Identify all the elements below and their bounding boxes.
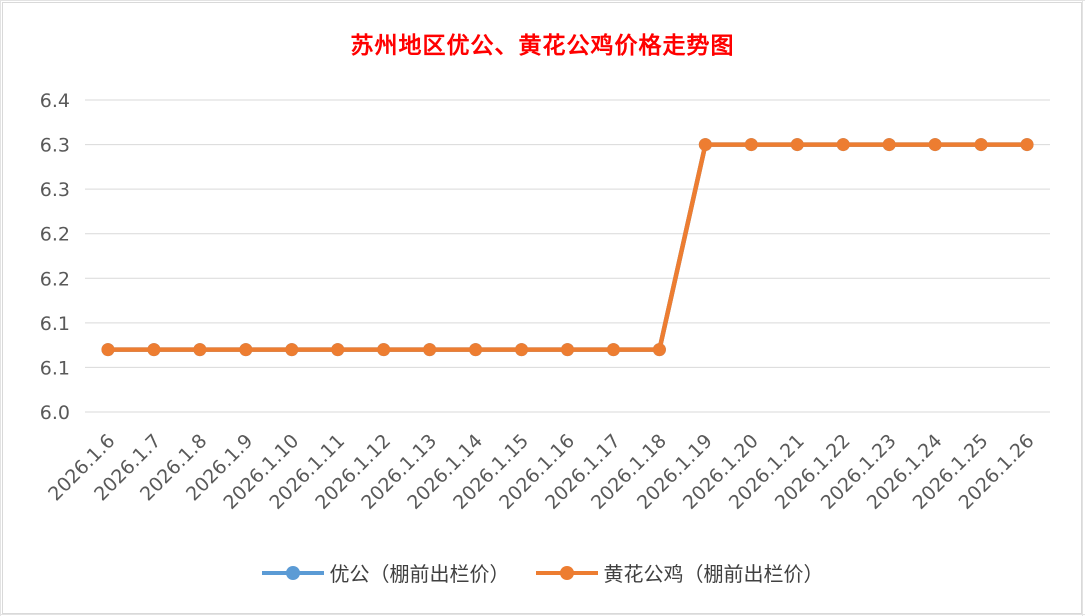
- data-point: [836, 138, 850, 152]
- sheet-gridline: [1082, 0, 1083, 616]
- y-tick-label: 6.1: [40, 313, 70, 335]
- legend-label: 优公（棚前出栏价）: [329, 562, 510, 586]
- data-point: [882, 138, 896, 152]
- series-line-1: [108, 142, 1027, 352]
- y-tick-label: 6.0: [40, 402, 70, 424]
- data-point: [469, 343, 483, 357]
- y-tick-label: 6.4: [40, 90, 70, 112]
- data-point: [606, 343, 620, 357]
- data-point: [423, 343, 437, 357]
- sheet-gridline: [0, 0, 1, 616]
- sheet-gridline: [0, 0, 1085, 1]
- y-tick-label: 6.2: [40, 224, 70, 246]
- y-tick-label: 6.3: [40, 135, 70, 157]
- sheet-gridline: [0, 614, 1085, 615]
- legend: 优公（棚前出栏价） 黄花公鸡（棚前出栏价）: [0, 558, 1085, 587]
- data-point: [974, 138, 988, 152]
- legend-item: 黄花公鸡（棚前出栏价）: [535, 558, 824, 587]
- data-point: [377, 343, 391, 357]
- data-point: [515, 343, 529, 357]
- data-point: [928, 138, 942, 152]
- data-point: [147, 343, 161, 357]
- data-point: [239, 343, 253, 357]
- y-tick-label: 6.2: [40, 268, 70, 290]
- legend-marker: [559, 565, 574, 580]
- legend-marker: [285, 565, 300, 580]
- data-point: [744, 138, 758, 152]
- data-point: [1020, 138, 1034, 152]
- legend-label: 黄花公鸡（棚前出栏价）: [603, 562, 824, 586]
- data-point: [790, 138, 804, 152]
- legend-swatch: [535, 565, 598, 581]
- data-point: [698, 138, 712, 152]
- y-tick-label: 6.1: [40, 357, 70, 379]
- data-point: [193, 343, 207, 357]
- legend-item: 优公（棚前出栏价）: [261, 558, 510, 587]
- legend-swatch: [261, 565, 324, 581]
- data-point: [331, 343, 345, 357]
- series-line-0: [108, 142, 1027, 352]
- data-point: [285, 343, 299, 357]
- data-point: [561, 343, 574, 357]
- chart-title: 苏州地区优公、黄花公鸡价格走势图: [350, 32, 735, 59]
- data-point: [652, 343, 666, 357]
- data-point: [101, 343, 115, 357]
- y-tick-label: 6.3: [40, 179, 70, 201]
